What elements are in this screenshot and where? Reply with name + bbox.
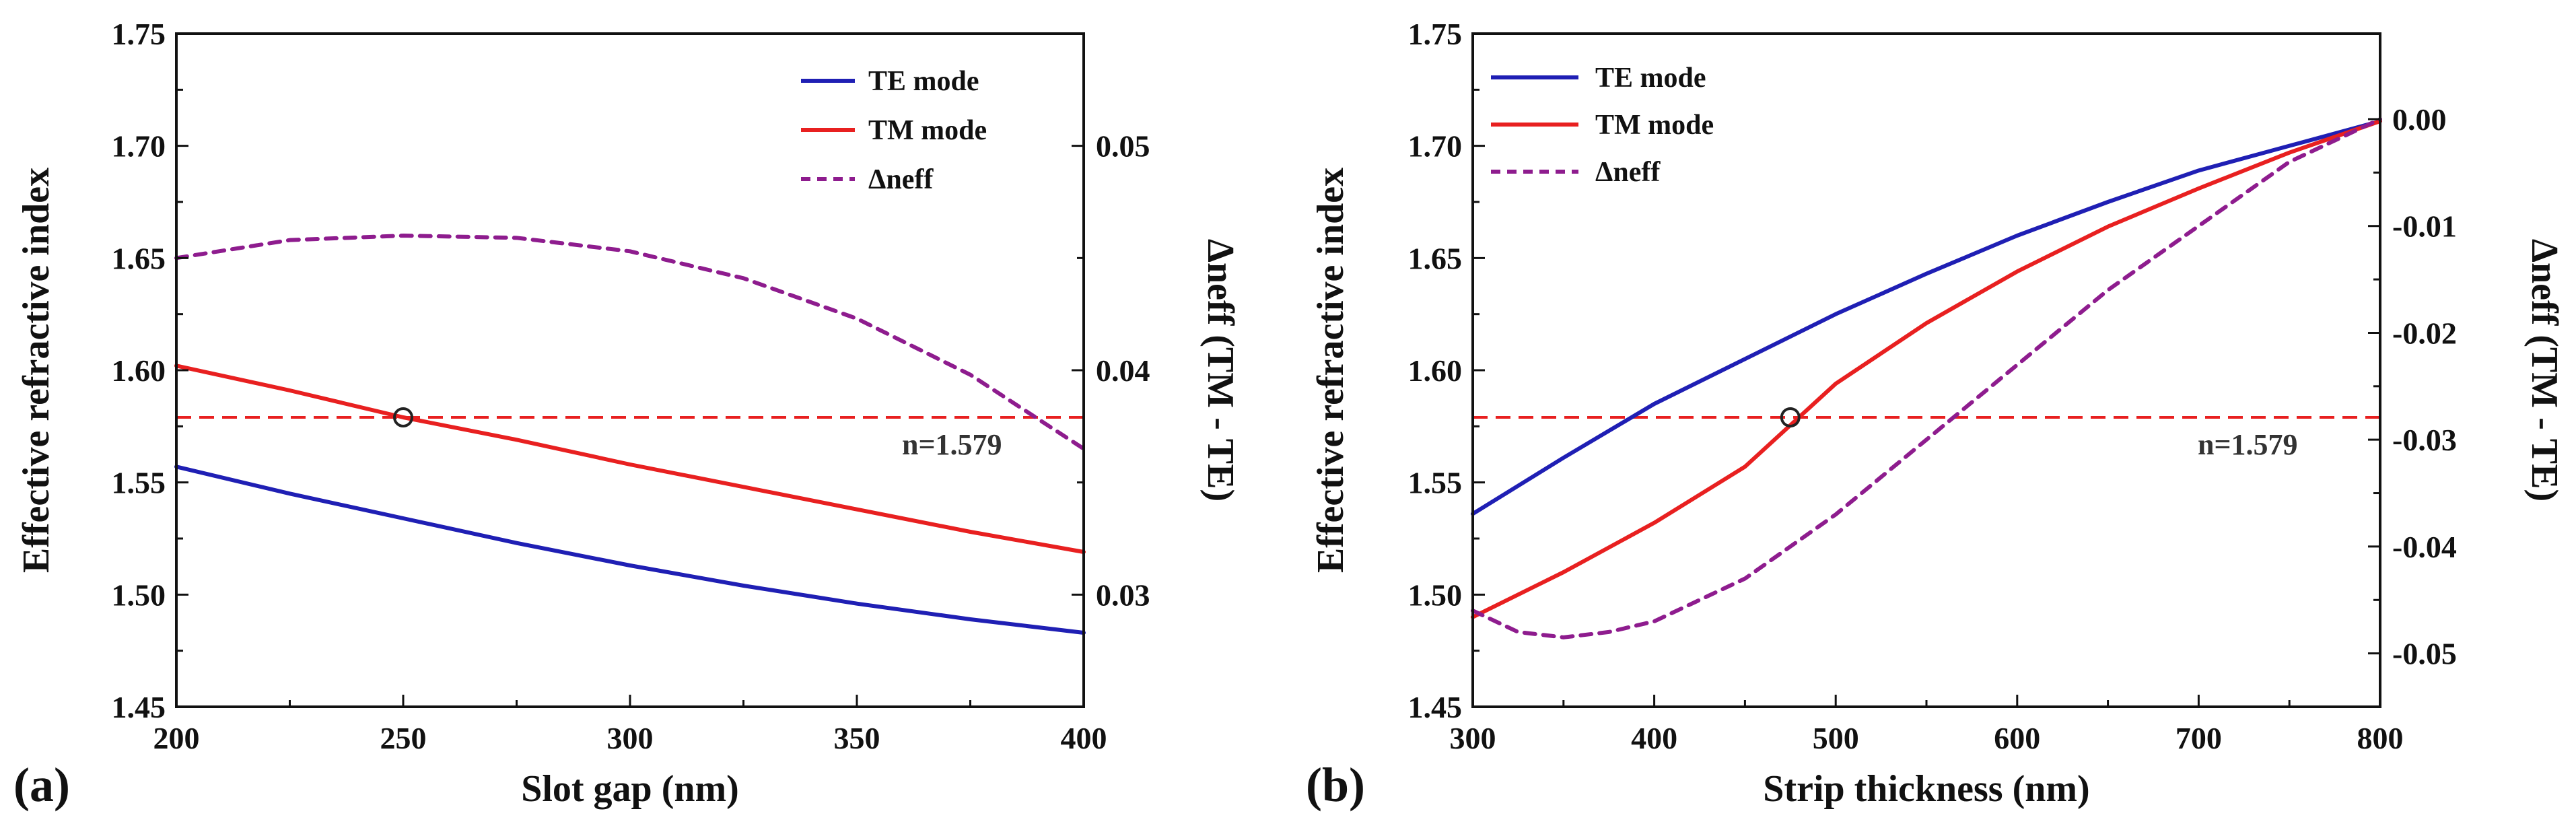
panel-a-y-tick-label: 1.55	[112, 466, 166, 500]
panel-b: 300 400 500 600 700 800 1.45 1.50 1.55 1.60 1.65 1.…	[1306, 17, 2565, 812]
panel-b-y2-axis-title: Δneff (TM - TE)	[2523, 239, 2565, 502]
panel-b-intersection-marker	[1780, 407, 1801, 427]
panel-a-y-tick-label: 1.50	[112, 578, 166, 612]
panel-a-y2-tick-label: 0.04	[1096, 353, 1150, 388]
panel-a-x-tick-label: 200	[153, 721, 200, 755]
panel-b-n-annotation: n=1.579	[2198, 428, 2298, 461]
panel-b-y-tick-label: 1.55	[1408, 466, 1463, 500]
panel-a-plot-area	[174, 234, 1086, 635]
panel-a-y-tick-label: 1.65	[112, 241, 166, 275]
panel-b-y-tick-label: 1.45	[1408, 690, 1463, 724]
panel-b-legend: TE mode TM mode Δneff	[1491, 63, 1714, 188]
panel-b-x-tick-label: 300	[1450, 721, 1496, 755]
panel-b-series-neff-line	[1471, 116, 2382, 639]
panel-b-y-axis-title: Effective refractive index	[1310, 168, 1352, 573]
panel-b-y2-tick-label: 0.00	[2392, 102, 2447, 137]
panel-b-y-tick-label: 1.75	[1408, 17, 1463, 51]
panel-b-x-tick-label: 700	[2175, 721, 2222, 755]
panel-b-x-tick-label: 500	[1813, 721, 1859, 755]
panel-a-x-axis-title: Slot gap (nm)	[521, 768, 739, 810]
panel-b-y-tick-label: 1.60	[1408, 353, 1463, 388]
panel-b-series-tm-mode-line	[1471, 119, 2382, 619]
panel-b-y2-tick-label: -0.03	[2392, 423, 2457, 457]
panel-b-ticks: 300 400 500 600 700 800 1.45 1.50 1.55 1.60 1.65 1.…	[1408, 17, 2457, 755]
panel-a-n-annotation: n=1.579	[902, 428, 1002, 461]
panel-b-y2-tick-label: -0.02	[2392, 316, 2457, 350]
panel-a-y-tick-label: 1.75	[112, 17, 166, 51]
panel-b-y2-tick-label: -0.05	[2392, 637, 2457, 671]
panel-b-y-tick-label: 1.70	[1408, 129, 1463, 164]
panel-a-label: (a)	[13, 758, 70, 812]
panel-b-x-axis-title: Strip thickness (nm)	[1763, 768, 2089, 810]
panel-a-legend-dneff: Δneff	[868, 164, 934, 195]
panel-a-legend: TE mode TM mode Δneff	[801, 66, 987, 195]
panel-a-x-tick-label: 350	[834, 721, 880, 755]
panel-a-intersection-marker	[393, 407, 413, 427]
panel-a-series-neff-line	[174, 234, 1086, 451]
panel-a-y-tick-label: 1.60	[112, 353, 166, 388]
panel-b-plot-area	[1471, 116, 2382, 639]
panel-b-x-tick-label: 600	[1994, 721, 2040, 755]
panel-a-legend-te: TE mode	[868, 66, 979, 97]
panel-a-y2-tick-label: 0.05	[1096, 129, 1150, 164]
panel-a-legend-tm: TM mode	[868, 115, 987, 146]
panel-b-series-te-mode-line	[1471, 119, 2382, 516]
panel-b-x-tick-label: 800	[2357, 721, 2404, 755]
panel-b-y-tick-label: 1.50	[1408, 578, 1463, 612]
panel-a-y-axis-title: Effective refractive index	[15, 168, 57, 573]
panel-a-ticks: 200 250 300 350 400 1.45 1.50 1.55 1.60 1.65 1.70 1…	[112, 17, 1150, 755]
panel-a-x-tick-label: 400	[1061, 721, 1107, 755]
panel-a-y2-tick-label: 0.03	[1096, 578, 1150, 612]
panel-a-x-tick-label: 250	[380, 721, 427, 755]
panel-b-x-tick-label: 400	[1631, 721, 1677, 755]
panel-a-y-tick-label: 1.45	[112, 690, 166, 724]
panel-b-legend-te: TE mode	[1595, 63, 1706, 94]
panel-a-series-tm-mode-line	[174, 364, 1086, 554]
panel-b-y2-tick-label: -0.04	[2392, 530, 2457, 564]
panel-a-x-tick-label: 300	[607, 721, 654, 755]
panel-a-y-tick-label: 1.70	[112, 129, 166, 164]
panel-b-label: (b)	[1306, 758, 1365, 812]
panel-a-series-te-mode-line	[174, 464, 1086, 635]
panel-b-legend-dneff: Δneff	[1595, 157, 1661, 188]
panel-b-y-tick-label: 1.65	[1408, 241, 1463, 275]
panel-a: 200 250 300 350 400 1.45 1.50 1.55 1.60 1.65 1.70 1…	[13, 17, 1241, 812]
panel-a-y2-axis-title: Δneff (TM - TE)	[1199, 239, 1241, 502]
panel-b-y2-tick-label: -0.01	[2392, 209, 2457, 244]
panel-b-legend-tm: TM mode	[1595, 110, 1714, 141]
